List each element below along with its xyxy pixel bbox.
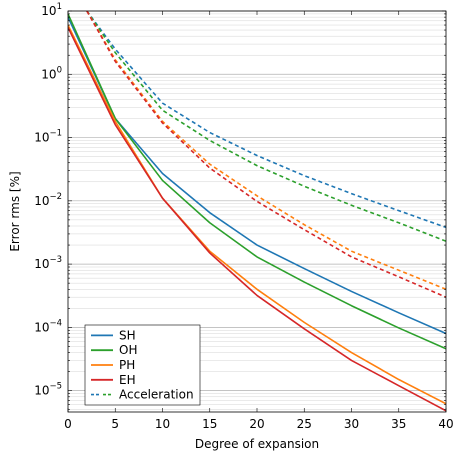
y-tick-exponent: −5 bbox=[49, 382, 62, 392]
series-line-eh-acc bbox=[86, 11, 446, 298]
y-tick-label: 10−1 bbox=[34, 129, 62, 145]
y-tick-base: 10 bbox=[34, 131, 49, 145]
series-line-sh-acc bbox=[86, 11, 446, 229]
y-tick-base: 10 bbox=[41, 4, 56, 18]
x-tick-label: 30 bbox=[344, 417, 359, 431]
y-tick-exponent: 1 bbox=[57, 2, 62, 12]
y-tick-base: 10 bbox=[34, 384, 49, 398]
x-tick-label: 25 bbox=[297, 417, 312, 431]
series-lines bbox=[68, 11, 446, 412]
legend-label: EH bbox=[119, 373, 136, 387]
y-tick-label: 100 bbox=[41, 65, 62, 81]
y-tick-label: 10−2 bbox=[34, 192, 62, 208]
series-line-oh-acc bbox=[86, 11, 446, 242]
y-tick-exponent: −4 bbox=[49, 318, 62, 328]
y-tick-exponent: −1 bbox=[49, 129, 62, 139]
series-line-oh bbox=[68, 13, 446, 350]
x-tick-label: 0 bbox=[64, 417, 72, 431]
series-line-sh bbox=[68, 16, 446, 335]
y-tick-exponent: −3 bbox=[49, 255, 62, 265]
series-line-ph-acc bbox=[86, 11, 446, 291]
axis-ticks bbox=[67, 10, 447, 412]
legend-label: Acceleration bbox=[119, 388, 194, 402]
y-tick-exponent: 0 bbox=[57, 65, 62, 75]
legend-label: OH bbox=[119, 343, 137, 357]
y-tick-label: 10−4 bbox=[34, 318, 62, 334]
y-tick-label: 101 bbox=[41, 2, 62, 18]
x-tick-label: 10 bbox=[155, 417, 170, 431]
series-line-ph bbox=[68, 24, 446, 405]
y-tick-label: 10−3 bbox=[34, 255, 62, 271]
x-axis-title: Degree of expansion bbox=[195, 437, 319, 451]
y-tick-base: 10 bbox=[34, 257, 49, 271]
x-tick-labels: 0 5 10 15 20 25 30 35 40 bbox=[64, 417, 453, 431]
x-tick-label: 15 bbox=[202, 417, 217, 431]
y-tick-label: 10−5 bbox=[34, 382, 62, 398]
y-tick-base: 10 bbox=[34, 320, 49, 334]
legend-label: PH bbox=[119, 358, 135, 372]
y-tick-base: 10 bbox=[41, 67, 56, 81]
y-axis-title: Error rms [%] bbox=[8, 171, 22, 251]
series-line-eh bbox=[68, 27, 446, 412]
y-tick-base: 10 bbox=[34, 194, 49, 208]
x-tick-label: 35 bbox=[391, 417, 406, 431]
x-tick-label: 5 bbox=[111, 417, 119, 431]
x-tick-label: 40 bbox=[438, 417, 453, 431]
y-tick-exponent: −2 bbox=[49, 192, 62, 202]
legend-label: SH bbox=[119, 328, 136, 342]
x-tick-label: 20 bbox=[249, 417, 264, 431]
